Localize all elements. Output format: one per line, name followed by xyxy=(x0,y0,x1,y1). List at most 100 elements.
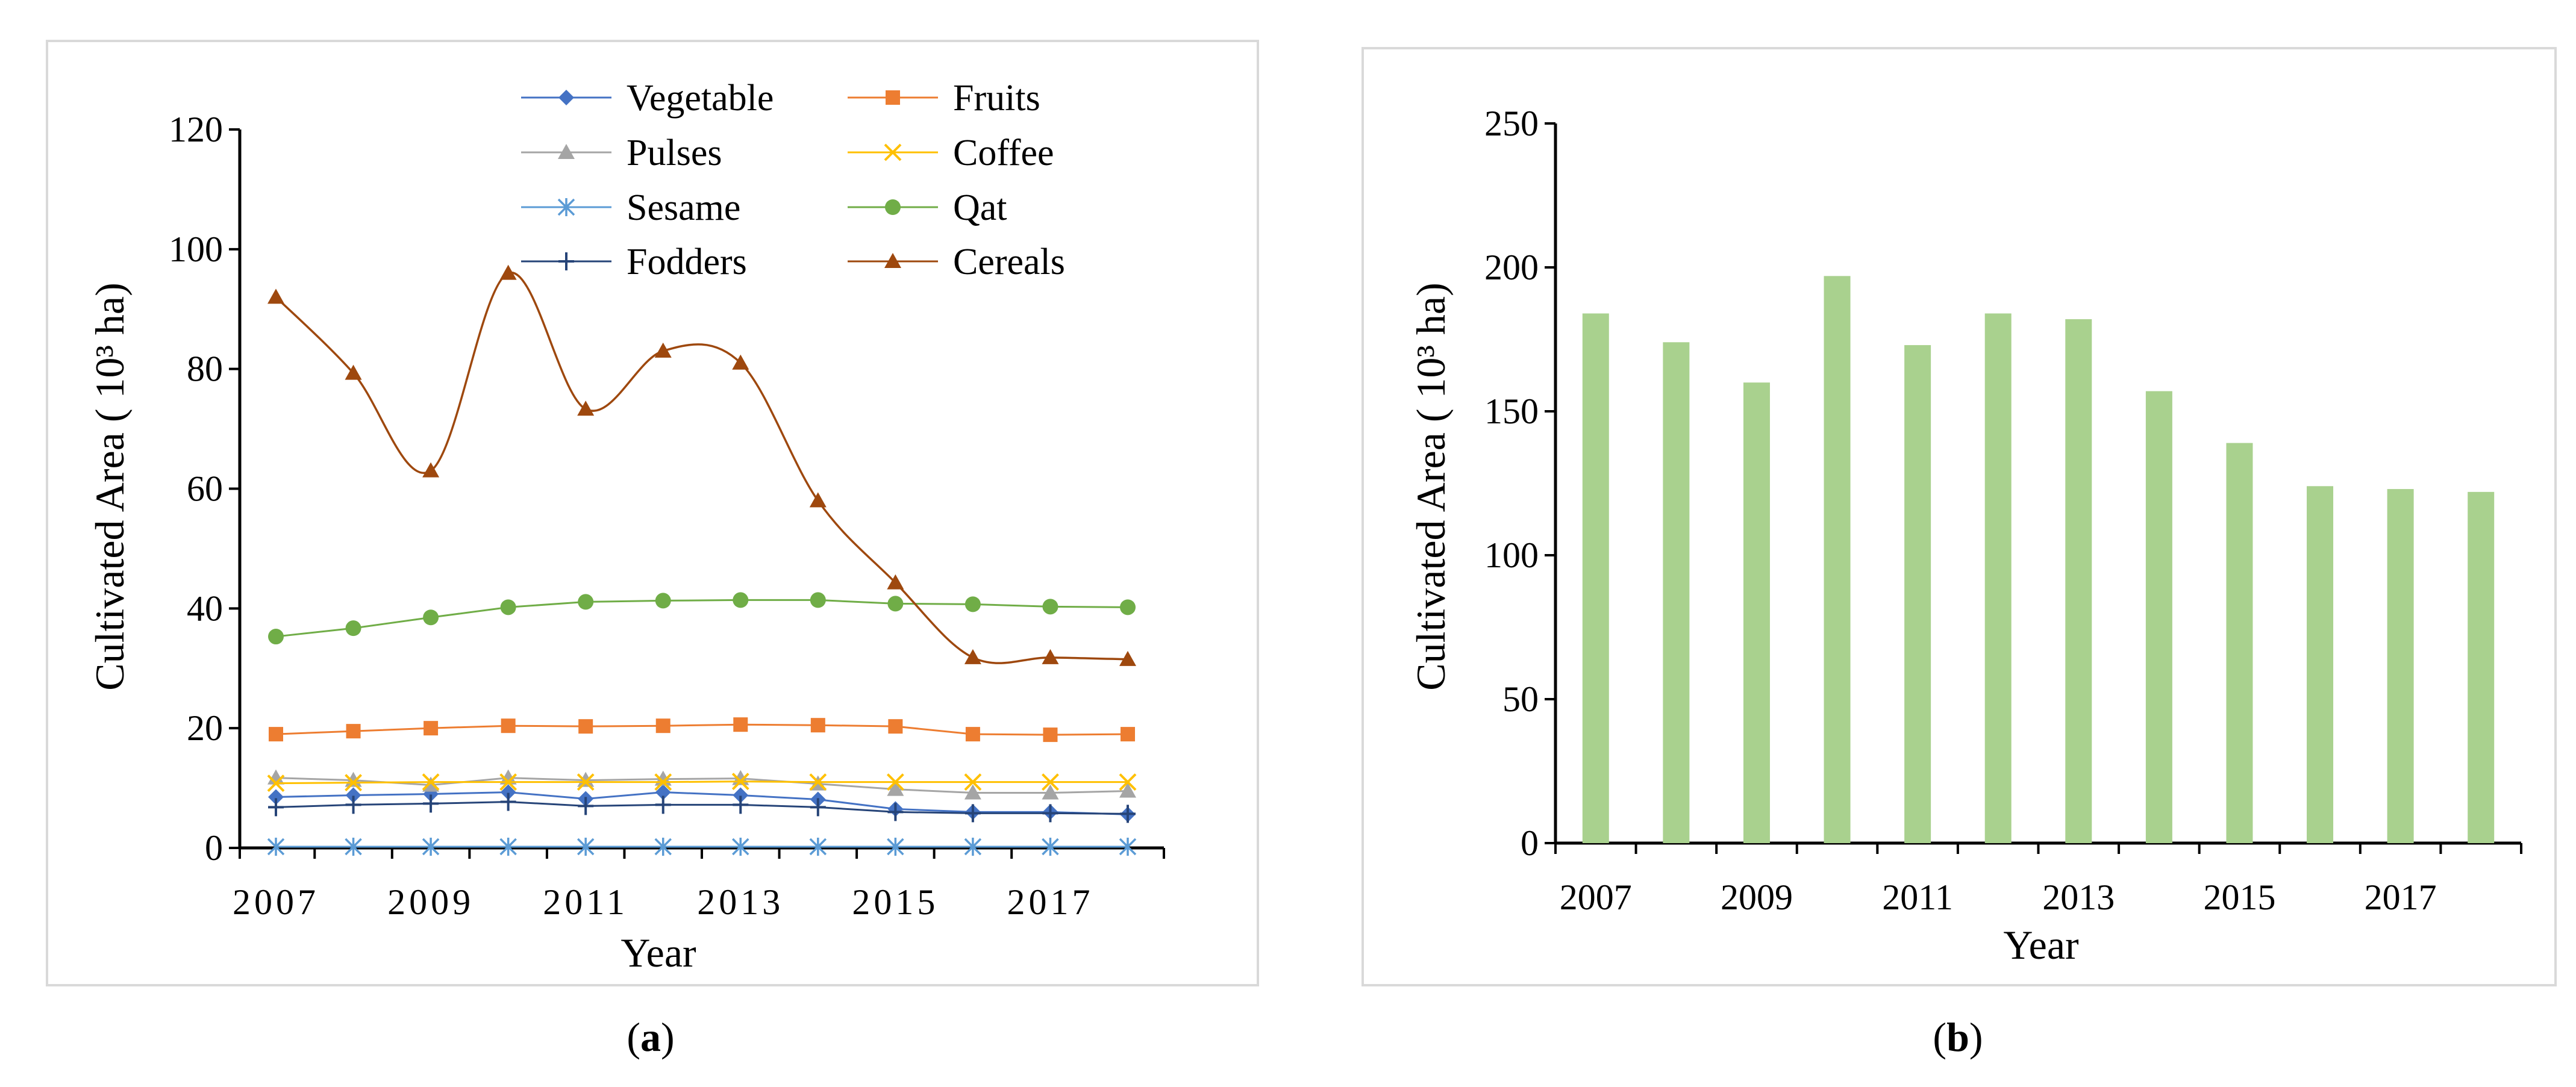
bar-2014 xyxy=(2145,391,2172,843)
legend-swatch-marker xyxy=(884,143,902,161)
panel-a-y-tick-label: 60 xyxy=(187,469,223,509)
panel-b-y-title: Cultivated Area ( 10³ ha) xyxy=(1408,282,1454,691)
bar-2016 xyxy=(2307,486,2334,843)
panel-b-y-tick-label: 200 xyxy=(1484,248,1539,287)
bar-2018 xyxy=(2468,491,2495,843)
panel-b-x-tick-label: 2007 xyxy=(1560,877,1632,917)
bar-2010 xyxy=(1824,276,1851,844)
cereals-point xyxy=(499,264,517,280)
legend-label: Sesame xyxy=(627,187,740,228)
legend-swatch-marker xyxy=(557,198,575,216)
legend-label: Pulses xyxy=(627,132,722,173)
cereals-point xyxy=(577,400,595,416)
qat-point xyxy=(578,594,594,610)
sesame-point xyxy=(964,838,982,856)
cereals-point xyxy=(345,364,362,380)
panel-a-x-tick-label: 2013 xyxy=(697,882,784,922)
vegetable-point xyxy=(500,784,516,800)
panel-b-y-tick-label: 50 xyxy=(1502,679,1539,719)
series-fodders xyxy=(268,793,1136,823)
pulses-point xyxy=(499,769,517,785)
coffee-point xyxy=(1119,773,1137,791)
cereals-point xyxy=(422,462,440,478)
pulses-point xyxy=(887,780,904,796)
caption-a: (a) xyxy=(627,1014,674,1060)
legend-label: Vegetable xyxy=(627,78,774,119)
panel-a-y-tick-label: 120 xyxy=(169,110,223,149)
fodders-point xyxy=(1120,805,1136,823)
fruits-line xyxy=(275,723,1128,736)
qat-point xyxy=(1042,599,1058,615)
panel-b-y-tick-label: 100 xyxy=(1484,535,1539,575)
fruits-point xyxy=(578,719,593,734)
legend-label: Cereals xyxy=(953,241,1065,282)
qat-line xyxy=(275,599,1128,638)
legend-label: Fruits xyxy=(953,78,1040,119)
fruits-point xyxy=(733,717,748,732)
panel-a-y-tick-label: 0 xyxy=(205,828,223,868)
legend-item-pulses: Pulses xyxy=(521,132,722,173)
fruits-point xyxy=(888,719,903,734)
pulses-point xyxy=(1042,784,1059,800)
vegetable-line xyxy=(275,791,1128,815)
coffee-point xyxy=(345,774,362,792)
fruits-point xyxy=(1043,727,1058,743)
sesame-point xyxy=(887,838,904,856)
qat-point xyxy=(345,620,361,637)
vegetable-point xyxy=(268,789,284,805)
panel-b-x-tick-label: 2011 xyxy=(1882,877,1953,917)
series-coffee xyxy=(267,773,1137,793)
series-qat xyxy=(268,592,1136,645)
vegetable-point xyxy=(733,787,749,803)
panel-a-y-tick-label: 20 xyxy=(187,708,223,748)
legend-item-vegetable: Vegetable xyxy=(521,78,774,119)
legend-item-coffee: Coffee xyxy=(848,132,1054,173)
legend-swatch-marker xyxy=(886,90,900,105)
legend-swatch-marker xyxy=(558,144,575,159)
pulses-line xyxy=(275,777,1128,794)
bar-2017 xyxy=(2387,489,2414,843)
panel-b-x-tick-label: 2013 xyxy=(2042,877,2115,917)
panel-a-x-tick-label: 2009 xyxy=(387,882,474,922)
sesame-point xyxy=(577,838,595,856)
fodders-point xyxy=(964,804,981,823)
cereals-point xyxy=(267,288,284,304)
panel-b-frame xyxy=(1361,47,2557,986)
qat-point xyxy=(423,609,439,626)
fodders-point xyxy=(345,796,361,814)
fodders-point xyxy=(655,796,671,814)
sesame-point xyxy=(345,838,362,856)
sesame-point xyxy=(1119,838,1137,856)
legend-swatch-marker xyxy=(885,199,901,215)
bar-2012 xyxy=(1984,313,2012,843)
legend-label: Coffee xyxy=(953,132,1054,173)
panel-a-legend: Vegetable Fruits Pulses Coffee Sesame Qat Fodd… xyxy=(521,78,1065,282)
panel-b-x-tick-label: 2017 xyxy=(2365,877,2437,917)
qat-point xyxy=(810,592,826,608)
panel-a-x-tick-label: 2007 xyxy=(233,882,319,922)
fodders-line xyxy=(275,800,1128,815)
sesame-point xyxy=(732,838,749,856)
panel-a-y-tick-label: 40 xyxy=(187,588,223,628)
bar-2008 xyxy=(1663,342,1690,843)
coffee-point xyxy=(654,773,672,791)
qat-point xyxy=(733,592,749,608)
legend-item-cereals: Cereals xyxy=(848,241,1065,282)
qat-point xyxy=(1120,599,1136,615)
coffee-point xyxy=(422,773,440,791)
cereals-point xyxy=(809,492,827,508)
cereals-point xyxy=(1119,650,1136,666)
bar-2013 xyxy=(2065,319,2092,843)
fruits-point xyxy=(424,721,439,736)
panel-a-x-title: Year xyxy=(621,930,696,976)
caption-b-letter: b xyxy=(1946,1014,1969,1060)
coffee-line xyxy=(275,780,1128,785)
fodders-point xyxy=(1042,804,1058,823)
coffee-point xyxy=(809,773,827,791)
panel-a-y-title: Cultivated Area ( 10³ ha) xyxy=(87,282,133,691)
qat-point xyxy=(268,629,284,645)
cereals-point xyxy=(1042,649,1059,664)
bar-2011 xyxy=(1904,345,1931,843)
series-fruits xyxy=(269,717,1135,743)
panel-b: 0 50 100 150 200 250 2007 2009 2011 2013 2015 2017… xyxy=(1361,47,2557,986)
